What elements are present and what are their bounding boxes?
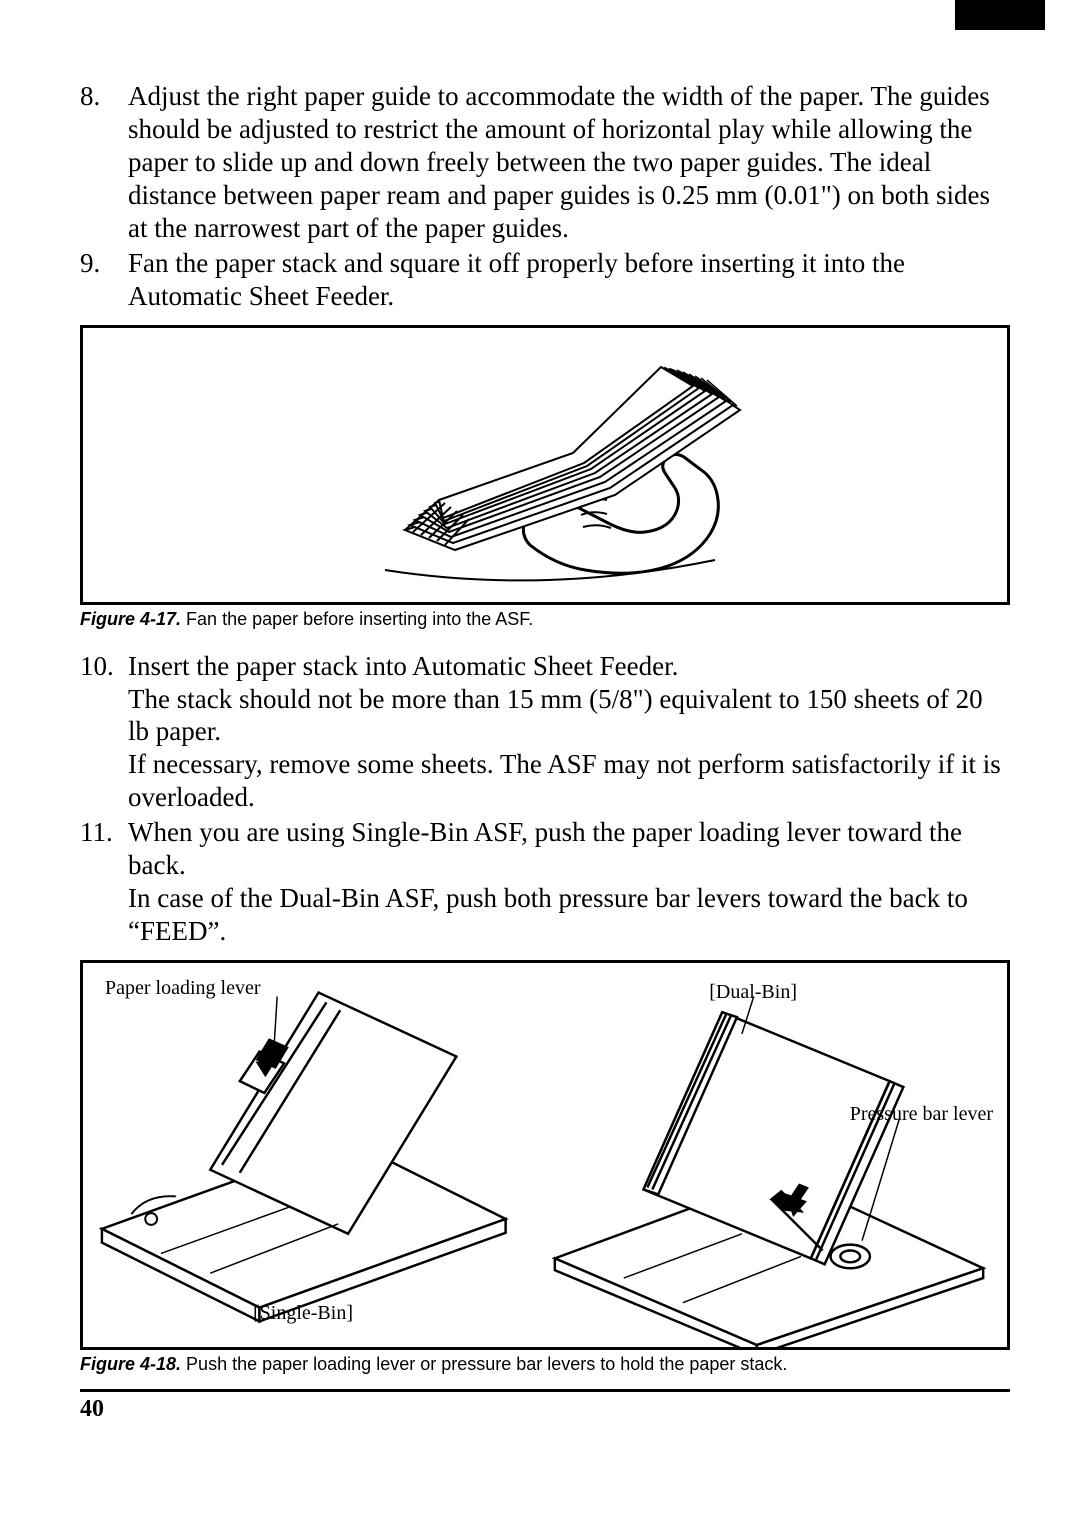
page-number: 40 (80, 1396, 1010, 1423)
instruction-number: 10. (80, 650, 128, 815)
instruction-number: 8. (80, 80, 128, 245)
page: 8. Adjust the right paper guide to accom… (0, 0, 1080, 1523)
label-paper-loading-lever: Paper loading lever (105, 977, 261, 1000)
instruction-number: 9. (80, 247, 128, 313)
figure-label: Figure 4-18. (80, 1354, 181, 1374)
figure-caption-text: Push the paper loading lever or pressure… (186, 1354, 787, 1374)
figure-4-17 (80, 325, 1010, 605)
figure-label: Figure 4-17. (80, 609, 181, 629)
label-dual-bin: [Dual-Bin] (709, 981, 797, 1004)
figure-caption-text: Fan the paper before inserting into the … (186, 609, 533, 629)
page-tab (955, 0, 1045, 30)
instruction-text: Adjust the right paper guide to accommod… (128, 80, 1010, 245)
label-single-bin: [Single-Bin] (253, 1302, 353, 1325)
instruction-item: 10. Insert the paper stack into Automati… (80, 650, 1010, 815)
figure-4-17-caption: Figure 4-17. Fan the paper before insert… (80, 609, 1010, 630)
lever-illustration (83, 963, 1007, 1347)
figure-4-18-caption: Figure 4-18. Push the paper loading leve… (80, 1354, 1010, 1375)
instruction-list-top: 8. Adjust the right paper guide to accom… (80, 80, 1010, 313)
instruction-text: Insert the paper stack into Automatic Sh… (128, 650, 1010, 815)
fan-paper-illustration (285, 335, 805, 595)
instruction-list-bottom: 10. Insert the paper stack into Automati… (80, 650, 1010, 948)
instruction-text: When you are using Single-Bin ASF, push … (128, 816, 1010, 948)
instruction-number: 11. (80, 816, 128, 948)
instruction-item: 8. Adjust the right paper guide to accom… (80, 80, 1010, 245)
figure-4-18: Paper loading lever [Dual-Bin] Pressure … (80, 960, 1010, 1350)
label-pressure-bar-lever: Pressure bar lever (850, 1103, 993, 1126)
footer-rule (80, 1389, 1010, 1392)
instruction-text: Fan the paper stack and square it off pr… (128, 247, 1010, 313)
instruction-item: 9. Fan the paper stack and square it off… (80, 247, 1010, 313)
instruction-item: 11. When you are using Single-Bin ASF, p… (80, 816, 1010, 948)
